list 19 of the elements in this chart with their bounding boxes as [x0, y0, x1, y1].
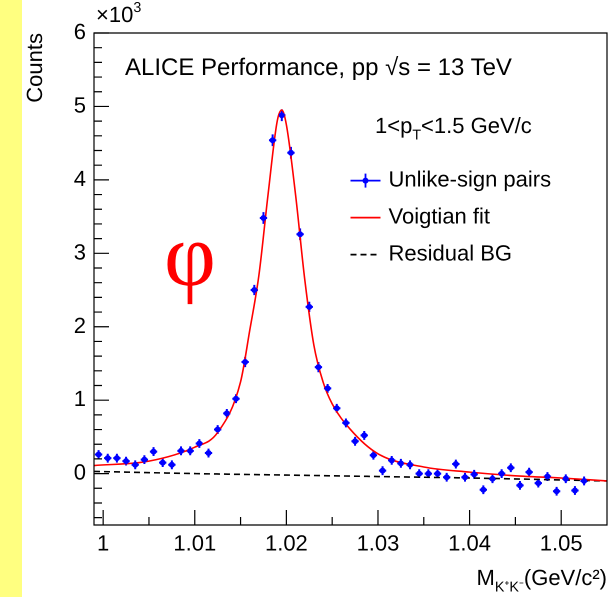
- x-tick-label: 1.02: [264, 530, 308, 556]
- x-tick-label: 1.01: [173, 530, 216, 556]
- y-tick-label: 6: [74, 19, 86, 44]
- y-tick-label: 3: [74, 239, 86, 264]
- x-tick-label: 1.03: [356, 530, 400, 556]
- y-tick-label: 5: [74, 92, 86, 118]
- x-tick-label: 1.05: [540, 530, 583, 556]
- annotation: ALICE Performance, pp √s = 13 TeV: [125, 54, 512, 81]
- y-tick-label: 1: [74, 386, 86, 412]
- legend-label: Unlike-sign pairs: [388, 166, 552, 192]
- y-tick-label: 0: [74, 460, 86, 485]
- x-tick-label: 1.04: [448, 530, 492, 556]
- y-tick-label: 2: [74, 312, 86, 338]
- legend-label: Voigtian fit: [388, 204, 490, 229]
- y-axis-title: Counts: [22, 32, 47, 103]
- x-tick-label: 1: [97, 530, 110, 556]
- legend-label: Residual BG: [388, 240, 512, 266]
- annotation: φ: [164, 206, 216, 305]
- y-tick-label: 4: [74, 166, 86, 191]
